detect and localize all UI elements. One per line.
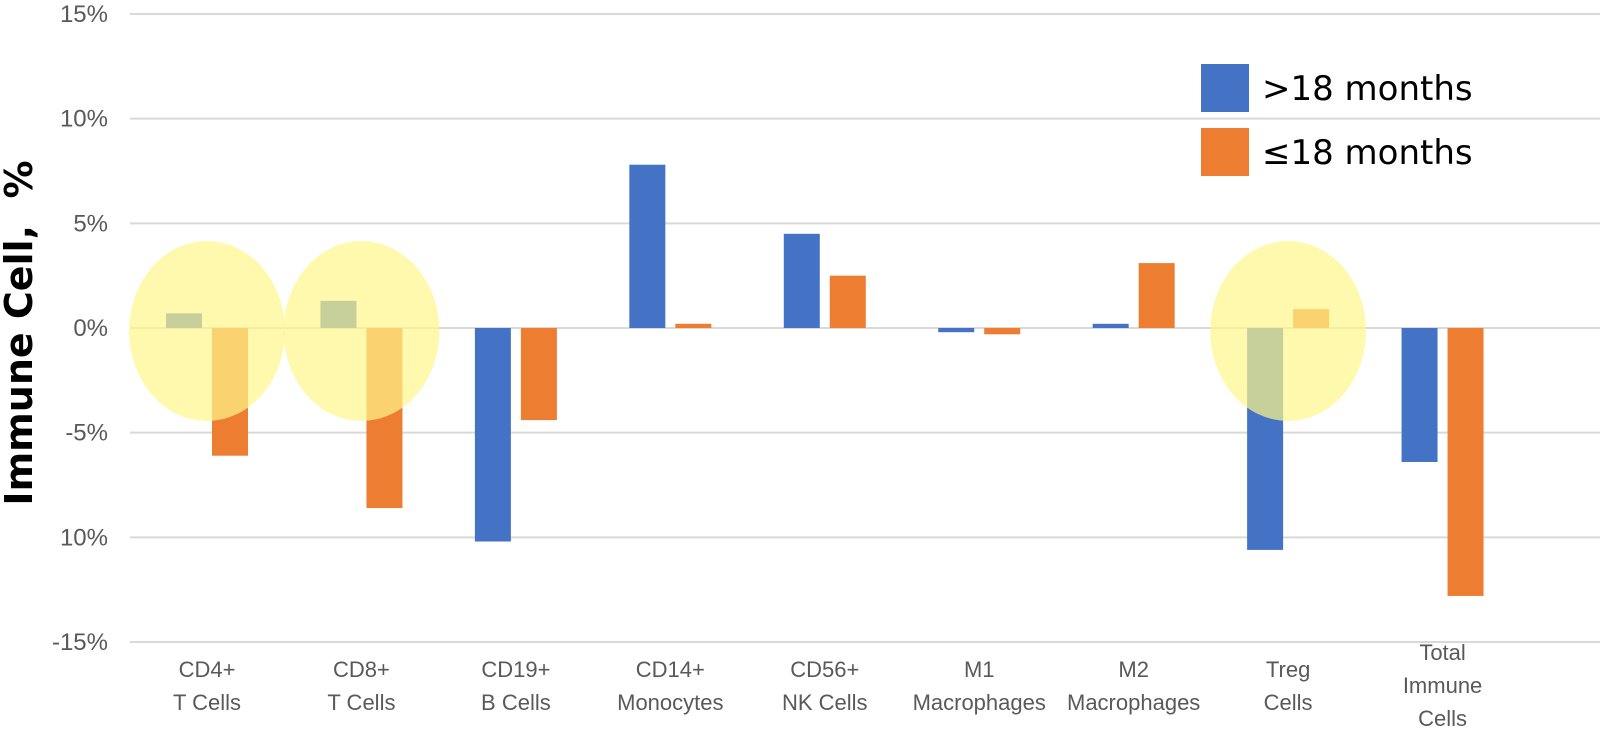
category-label: M1 xyxy=(964,657,995,682)
y-tick-label: 5% xyxy=(73,210,108,237)
category-label: Macrophages xyxy=(913,690,1046,715)
highlight-circle xyxy=(283,241,440,421)
bar-gt18 xyxy=(1092,323,1129,328)
legend-swatch xyxy=(1201,64,1249,112)
y-tick-label: 10% xyxy=(60,106,108,133)
legend-label: ≤18 months xyxy=(1262,133,1473,173)
bar-gt18 xyxy=(629,164,666,328)
y-tick-label: 15% xyxy=(60,1,108,28)
bar-le18 xyxy=(1447,328,1484,596)
bar-le18 xyxy=(520,328,557,421)
category-label: CD4+ xyxy=(179,657,236,682)
category-label: CD8+ xyxy=(333,657,390,682)
category-label: Treg xyxy=(1266,657,1310,682)
bar-le18 xyxy=(675,323,712,328)
y-axis-tick-labels: 15% 10% 5% 0% -5% 10% -15% xyxy=(52,1,108,656)
y-tick-label: 0% xyxy=(73,315,108,342)
category-label: B Cells xyxy=(481,690,551,715)
legend-label: >18 months xyxy=(1262,69,1473,109)
highlight-circle xyxy=(129,241,285,421)
legend: >18 months ≤18 months xyxy=(1201,64,1473,176)
category-label: Total xyxy=(1419,640,1465,665)
y-tick-label: 10% xyxy=(60,524,108,551)
bar-gt18 xyxy=(1401,328,1438,462)
bar-le18 xyxy=(1138,263,1175,328)
legend-swatch xyxy=(1201,128,1249,176)
category-label: Cells xyxy=(1264,690,1313,715)
y-tick-label: -5% xyxy=(65,420,108,447)
category-label: NK Cells xyxy=(782,690,868,715)
category-label: CD19+ xyxy=(481,657,550,682)
x-axis-category-labels: CD4+ T Cells CD8+ T Cells CD19+ B Cells CD14+ M… xyxy=(173,640,1482,731)
y-tick-label: -15% xyxy=(52,629,108,656)
bar-gt18 xyxy=(938,328,975,333)
category-label: Cells xyxy=(1418,706,1467,731)
category-label: T Cells xyxy=(173,690,241,715)
bar-gt18 xyxy=(474,328,511,542)
category-label: Monocytes xyxy=(617,690,723,715)
bar-gt18 xyxy=(783,233,820,328)
highlight-circles xyxy=(129,241,1367,421)
category-label: Macrophages xyxy=(1067,690,1200,715)
highlight-circle xyxy=(1210,241,1367,421)
category-label: CD14+ xyxy=(636,657,705,682)
y-axis-title: Immune Cell, % xyxy=(0,160,41,505)
bar-le18 xyxy=(829,275,866,328)
category-label: Immune xyxy=(1403,673,1482,698)
category-label: M2 xyxy=(1118,657,1149,682)
bar-le18 xyxy=(984,328,1021,335)
category-label: CD56+ xyxy=(790,657,859,682)
category-label: T Cells xyxy=(327,690,395,715)
